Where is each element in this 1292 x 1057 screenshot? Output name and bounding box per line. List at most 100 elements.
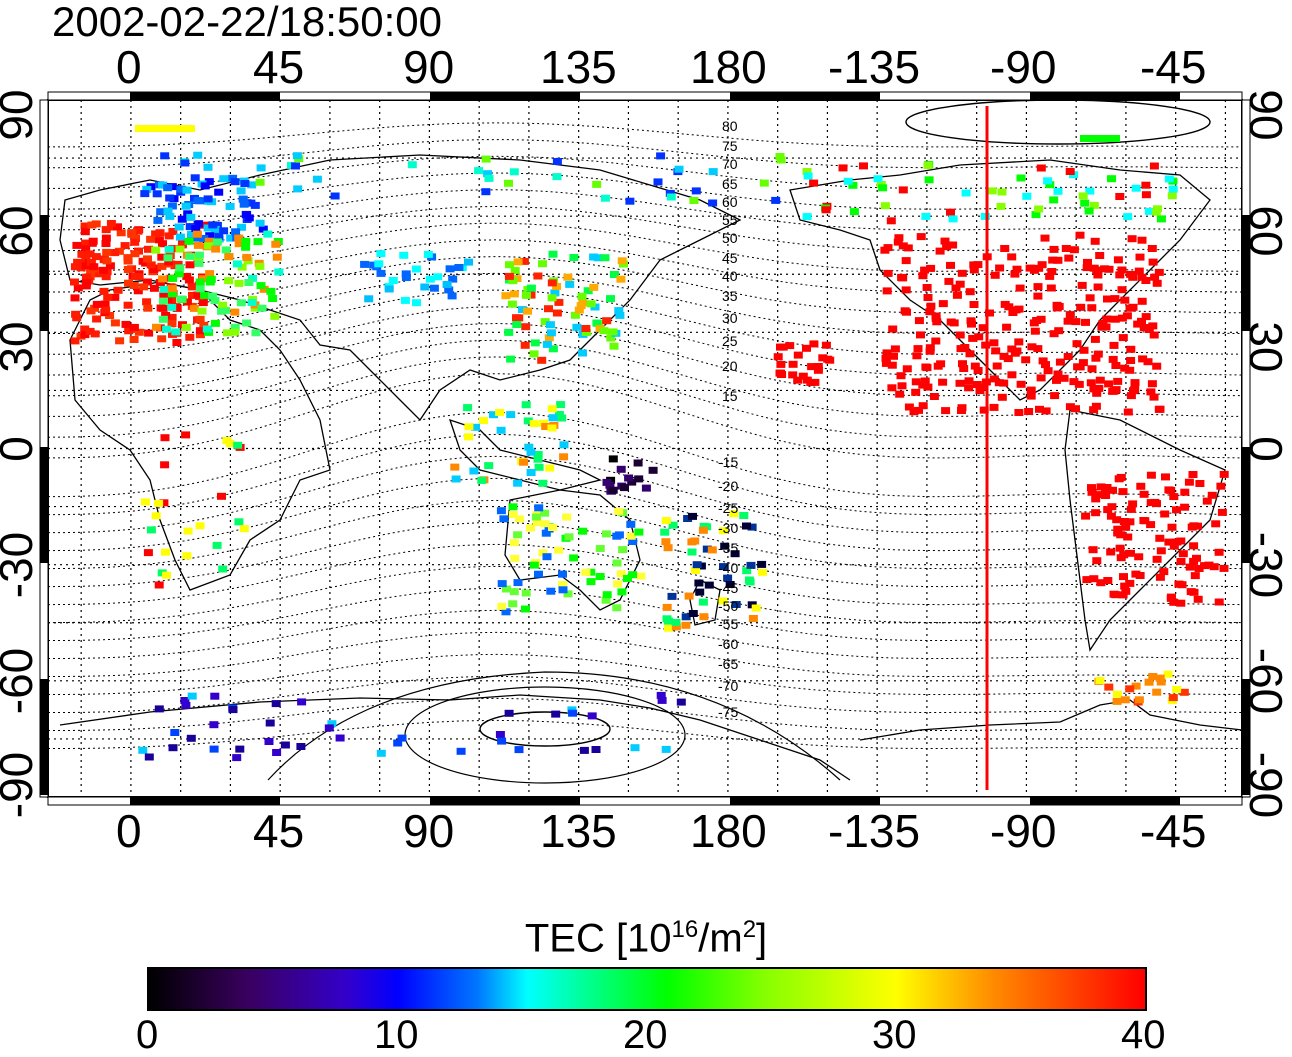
tec-marker <box>129 336 139 343</box>
tec-marker <box>776 343 785 351</box>
tec-marker <box>583 287 593 295</box>
tec-marker <box>182 186 192 194</box>
tec-marker <box>662 615 672 623</box>
tec-marker <box>1095 677 1105 684</box>
tec-marker <box>887 384 897 392</box>
tec-marker <box>552 309 562 317</box>
tec-marker <box>219 227 229 235</box>
lon-tick-bottom: -135 <box>828 805 921 857</box>
tec-marker <box>1036 374 1046 382</box>
tec-marker <box>102 257 112 265</box>
tec-marker <box>73 258 83 266</box>
colorbar-tick: 30 <box>872 1013 917 1057</box>
tec-marker <box>534 570 543 578</box>
tec-marker <box>241 237 251 245</box>
tec-marker <box>72 241 82 249</box>
tec-marker <box>157 335 167 343</box>
tec-marker <box>1148 258 1158 266</box>
tec-marker <box>1169 542 1179 550</box>
tec-marker <box>80 331 90 339</box>
tec-marker <box>757 560 767 568</box>
tec-marker <box>134 328 144 336</box>
tec-marker <box>1118 334 1128 342</box>
contour-label: 20 <box>722 358 738 374</box>
tec-marker <box>901 286 911 294</box>
tec-marker <box>474 167 484 175</box>
tec-marker <box>1144 326 1154 333</box>
tec-marker <box>1125 685 1135 693</box>
tec-marker <box>1052 376 1061 384</box>
tec-marker <box>807 363 817 371</box>
contour-label: -15 <box>718 454 738 470</box>
tec-marker <box>548 345 558 353</box>
tec-marker <box>1130 379 1140 387</box>
tec-marker <box>1101 492 1111 499</box>
tec-marker <box>809 340 819 348</box>
tec-marker <box>1063 353 1073 360</box>
tec-marker <box>513 479 523 487</box>
tec-marker <box>523 417 533 425</box>
tec-marker <box>1041 407 1051 415</box>
lat-tick-left: -30 <box>0 531 42 599</box>
tec-marker <box>1189 542 1199 550</box>
tec-marker <box>616 570 626 578</box>
tec-marker <box>174 270 184 278</box>
tec-marker <box>897 382 907 390</box>
tec-marker <box>1065 311 1075 319</box>
tec-marker <box>297 698 307 706</box>
tec-marker <box>99 266 108 274</box>
tec-marker <box>739 512 749 519</box>
tec-marker <box>131 235 140 242</box>
tec-marker <box>909 408 919 416</box>
tec-marker <box>271 240 281 248</box>
tec-marker <box>1146 499 1156 507</box>
tec-marker <box>1219 470 1229 478</box>
tec-marker <box>1082 264 1092 272</box>
tec-marker <box>586 578 596 586</box>
contour-label: -20 <box>718 478 738 494</box>
tec-marker <box>1037 261 1047 269</box>
tec-marker <box>1120 696 1130 704</box>
tec-marker <box>821 206 831 214</box>
tec-marker <box>100 300 110 308</box>
tec-marker <box>384 285 394 293</box>
tec-marker <box>1147 380 1157 388</box>
tec-marker <box>923 294 933 301</box>
tec-marker <box>113 286 123 294</box>
tec-marker <box>1167 192 1177 200</box>
tec-marker <box>161 548 170 556</box>
tec-marker <box>1095 252 1105 259</box>
tec-marker <box>1126 357 1136 364</box>
tec-marker <box>1087 365 1097 373</box>
tec-marker <box>887 361 897 369</box>
tec-marker <box>103 293 113 301</box>
tec-marker <box>586 300 596 308</box>
tec-marker <box>1002 323 1012 331</box>
tec-marker <box>509 168 519 176</box>
tec-marker <box>1049 245 1059 253</box>
tec-marker <box>972 381 982 388</box>
tec-marker <box>898 274 908 282</box>
tec-marker <box>400 296 410 304</box>
tec-marker <box>529 420 539 428</box>
tec-marker <box>758 568 767 576</box>
tec-marker <box>451 475 461 483</box>
tec-marker <box>958 360 967 368</box>
tec-marker <box>547 279 557 287</box>
tec-marker <box>552 173 562 181</box>
tec-marker <box>656 691 666 699</box>
mag-contour <box>47 543 1243 606</box>
colorbar-tick: 0 <box>136 1013 159 1057</box>
tec-marker <box>212 541 222 549</box>
tec-marker <box>501 585 511 593</box>
contour-label: 40 <box>722 268 738 284</box>
tec-marker <box>569 554 579 562</box>
tec-marker <box>1119 518 1129 525</box>
tec-marker <box>167 303 177 311</box>
tec-marker <box>513 258 523 266</box>
tec-marker <box>1156 678 1166 686</box>
tec-marker <box>1072 340 1082 348</box>
tec-marker <box>612 559 622 567</box>
tec-marker <box>542 553 552 561</box>
tec-marker <box>1137 273 1147 281</box>
